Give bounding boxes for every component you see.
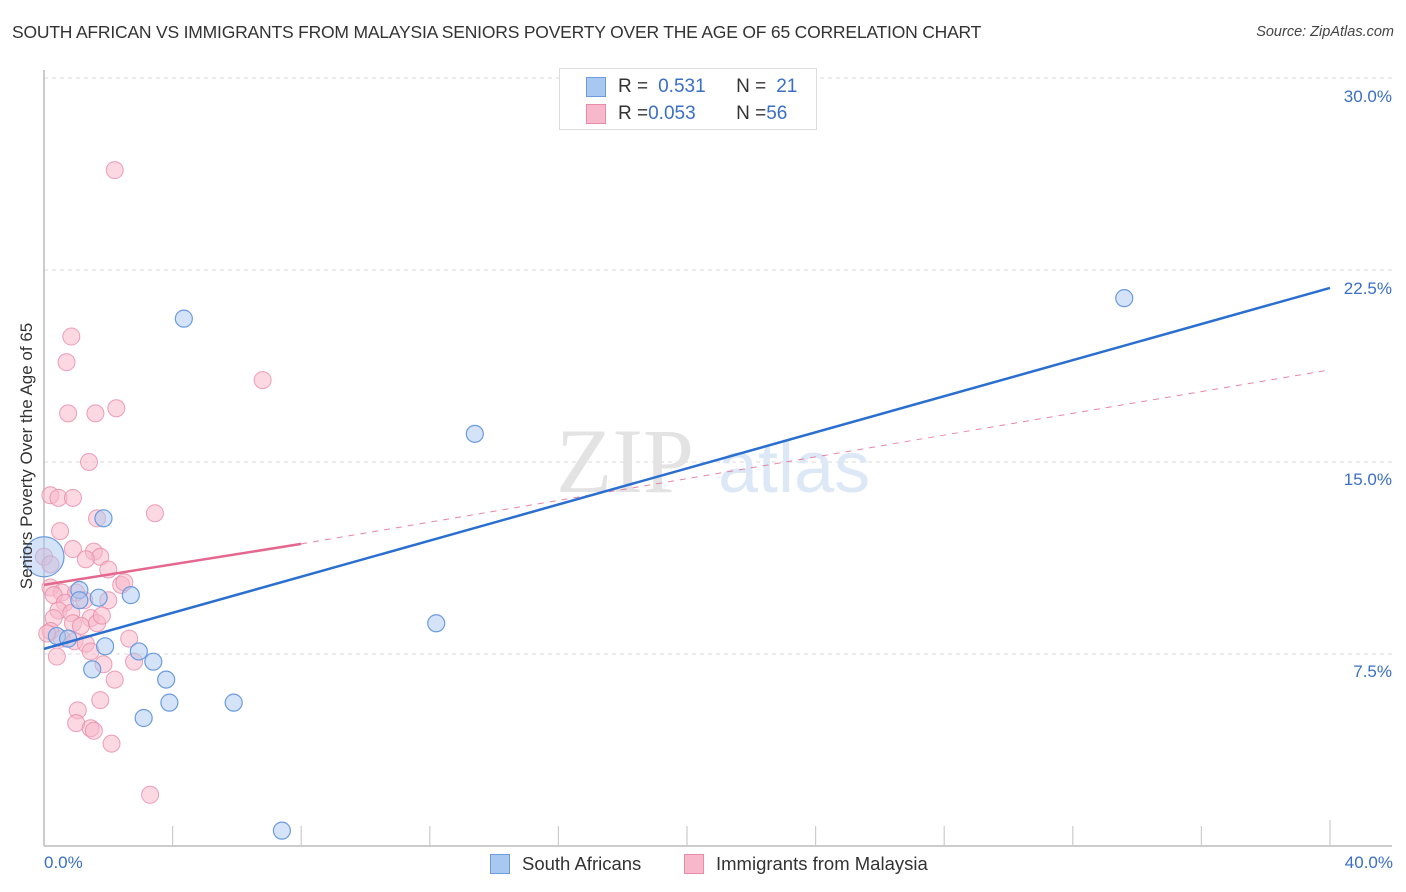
y-axis-label: Seniors Poverty Over the Age of 65 bbox=[17, 322, 36, 590]
y-tick-22-5: 22.5% bbox=[1343, 279, 1392, 298]
n-value: 21 bbox=[776, 76, 798, 97]
n-value: 56 bbox=[766, 103, 788, 124]
source-label: Source: ZipAtlas.com bbox=[1256, 24, 1394, 40]
legend-label: Immigrants from Malaysia bbox=[716, 853, 928, 874]
legend-row-immigrants-from-malaysia: R = 0.053 N = 56 bbox=[586, 102, 787, 126]
chart-title: SOUTH AFRICAN VS IMMIGRANTS FROM MALAYSI… bbox=[12, 22, 982, 42]
svg-text:ZIP: ZIP bbox=[556, 410, 694, 512]
swatch-immigrants-from-malaysia bbox=[586, 104, 606, 124]
axes bbox=[43, 70, 1392, 847]
trend-lines bbox=[43, 286, 1331, 651]
x-tick-min: 0.0% bbox=[44, 853, 83, 872]
legend-row-south-africans: R = 0.531 N = 21 bbox=[586, 75, 797, 99]
svg-text:atlas: atlas bbox=[718, 428, 870, 508]
swatch-south-africans bbox=[586, 77, 606, 97]
legend-label: South Africans bbox=[522, 853, 642, 874]
gridlines bbox=[44, 77, 1392, 655]
watermark: ZIP atlas bbox=[556, 410, 870, 512]
r-value: 0.531 bbox=[658, 76, 706, 97]
swatch-immigrants-from-malaysia bbox=[684, 854, 704, 874]
y-tick-15: 15.0% bbox=[1343, 470, 1392, 489]
n-label: N = bbox=[736, 103, 767, 124]
x-tick-max: 40.0% bbox=[1344, 853, 1393, 872]
legend-item-immigrants-from-malaysia: Immigrants from Malaysia bbox=[684, 853, 928, 875]
legend-item-south-africans: South Africans bbox=[490, 853, 641, 875]
series-legend: South Africans Immigrants from Malaysia bbox=[0, 853, 1406, 877]
n-label: N = bbox=[736, 76, 767, 97]
correlation-legend: R = 0.531 N = 21 R = 0.053 N = 56 bbox=[559, 68, 817, 130]
r-label: R = bbox=[618, 76, 649, 97]
series-south-africans-points bbox=[23, 289, 1134, 840]
r-label: R = bbox=[618, 103, 649, 124]
y-tick-7-5: 7.5% bbox=[1353, 662, 1392, 681]
swatch-south-africans bbox=[490, 854, 510, 874]
r-value: 0.053 bbox=[648, 103, 696, 124]
y-tick-30: 30.0% bbox=[1343, 87, 1392, 106]
